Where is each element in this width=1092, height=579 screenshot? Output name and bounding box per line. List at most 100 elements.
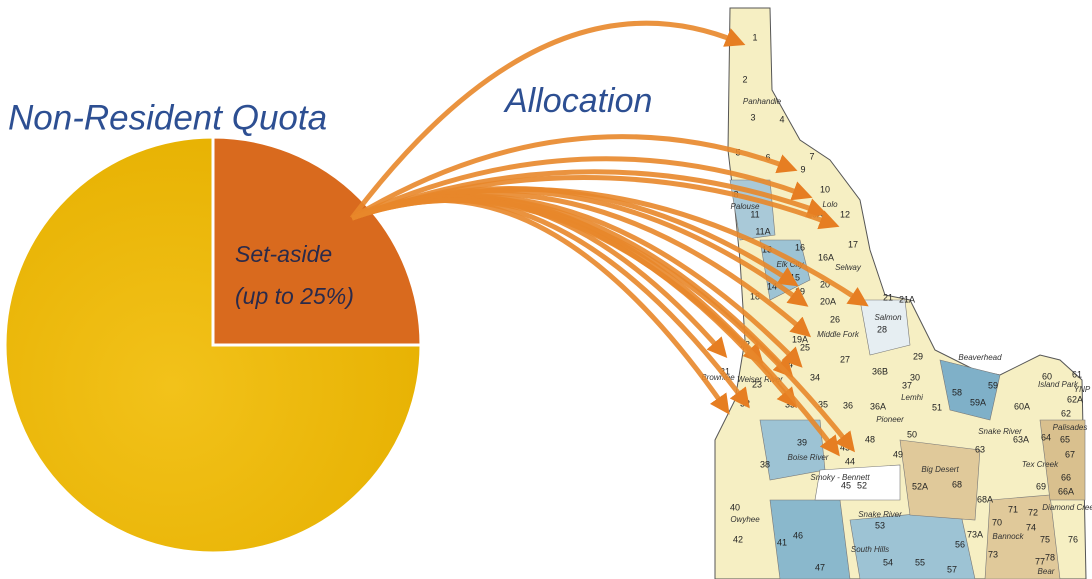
unit-label: 36B — [872, 366, 888, 376]
zone — [814, 464, 901, 501]
unit-label: 16A — [818, 252, 834, 262]
unit-label: 30 — [910, 372, 920, 382]
unit-label: 16 — [795, 242, 805, 252]
unit-label: 31 — [720, 366, 730, 376]
unit-label: 2 — [742, 74, 747, 84]
unit-label: 23 — [752, 379, 762, 389]
unit-label: 17 — [848, 239, 858, 249]
unit-label: 20 — [820, 279, 830, 289]
zone — [759, 419, 826, 481]
unit-label: 70 — [992, 517, 1002, 527]
unit-label: 58 — [952, 387, 962, 397]
region-label: Palisades — [1053, 423, 1088, 432]
zone — [859, 299, 911, 356]
unit-label: 20A — [820, 296, 836, 306]
unit-label: 66A — [1058, 486, 1074, 496]
allocation-arrow — [351, 197, 840, 457]
region-label: Bear — [1038, 567, 1055, 576]
unit-label: 11 — [750, 209, 759, 219]
unit-label: 12 — [840, 209, 850, 219]
region-label: Island Park — [1038, 380, 1079, 389]
region-label: Owyhee — [730, 515, 760, 524]
set-aside-percent: (up to 25%) — [235, 283, 354, 309]
unit-label: 48 — [865, 434, 875, 444]
unit-label: 72 — [1028, 507, 1038, 517]
unit-label: 75 — [1040, 534, 1050, 544]
unit-label: 26 — [830, 314, 840, 324]
region-label: Salmon — [874, 313, 902, 322]
unit-label: 19A — [792, 334, 808, 344]
unit-label: 60 — [1042, 371, 1052, 381]
unit-label: 25 — [800, 342, 810, 352]
region-label: Big Desert — [921, 465, 959, 474]
allocation-arrow — [350, 134, 798, 221]
unit-label: 55 — [915, 557, 925, 567]
unit-label: 77 — [1035, 556, 1045, 566]
region-label: Smoky - Bennett — [810, 473, 870, 482]
unit-label: 19 — [795, 286, 805, 296]
unit-label: 28 — [877, 324, 887, 334]
unit-label: 36A — [870, 401, 886, 411]
unit-label: 42 — [733, 534, 743, 544]
unit-label: 18 — [750, 291, 760, 301]
region-label: Weiser River — [737, 375, 783, 384]
unit-label: 3 — [750, 112, 755, 122]
region-label: YNP — [1074, 385, 1091, 394]
unit-label: 9 — [800, 164, 805, 174]
unit-label: 41 — [777, 537, 787, 547]
unit-label: 39 — [797, 437, 807, 447]
region-label: Elk City — [776, 260, 804, 269]
unit-label: 34 — [810, 372, 820, 382]
unit-label: 73 — [988, 549, 998, 559]
unit-label: 21 — [883, 292, 893, 302]
unit-label: 4 — [779, 114, 784, 124]
region-label: Brownlee — [701, 373, 735, 382]
unit-label: 11A — [755, 226, 770, 236]
unit-label: 50 — [907, 429, 917, 439]
region-label: Selway — [835, 263, 862, 272]
unit-label: 6 — [765, 152, 770, 162]
unit-label: 44 — [845, 456, 855, 466]
region-label: Snake River — [858, 510, 902, 519]
unit-label: 35 — [818, 399, 828, 409]
unit-label: 61 — [1072, 369, 1082, 379]
unit-label: 36 — [843, 400, 853, 410]
unit-label: 51 — [932, 402, 942, 412]
region-label: Palouse — [731, 202, 760, 211]
pie-remainder — [3, 135, 423, 555]
unit-label: 56 — [955, 539, 965, 549]
title: Non-Resident Quota — [8, 98, 327, 137]
zone — [939, 359, 1001, 421]
region-label: South Hills — [851, 545, 889, 554]
region-label: Snake River — [978, 427, 1022, 436]
zone — [1039, 419, 1086, 501]
unit-label: 40 — [730, 502, 740, 512]
set-aside-label: Set-aside — [235, 241, 332, 267]
unit-label: 29 — [913, 351, 923, 361]
unit-label: 45 — [841, 480, 851, 490]
unit-label: 78 — [1045, 552, 1055, 562]
region-label: Beaverhead — [958, 353, 1002, 362]
unit-label: 53 — [875, 520, 885, 530]
unit-label: 59 — [988, 380, 998, 390]
unit-label: 64 — [1041, 432, 1051, 442]
idaho-map — [714, 7, 1087, 579]
unit-label: 62 — [1061, 408, 1071, 418]
unit-label: 65 — [1060, 434, 1070, 444]
unit-label: 69 — [1036, 481, 1046, 491]
unit-label: 7 — [809, 151, 814, 161]
unit-label: 52 — [857, 480, 867, 490]
unit-label: 57 — [947, 564, 957, 574]
unit-label: 76 — [1068, 534, 1078, 544]
pie-set-aside — [211, 135, 423, 347]
zone — [984, 494, 1061, 579]
unit-label: 49 — [893, 449, 903, 459]
unit-label: 37 — [902, 380, 912, 390]
region-label: Panhandle — [743, 97, 782, 106]
unit-label: 66 — [1061, 472, 1071, 482]
zone — [899, 439, 981, 521]
region-label: Boise River — [788, 453, 829, 462]
unit-label: 21A — [899, 294, 915, 304]
unit-label: 1 — [752, 32, 757, 42]
unit-label: 60A — [1014, 401, 1030, 411]
